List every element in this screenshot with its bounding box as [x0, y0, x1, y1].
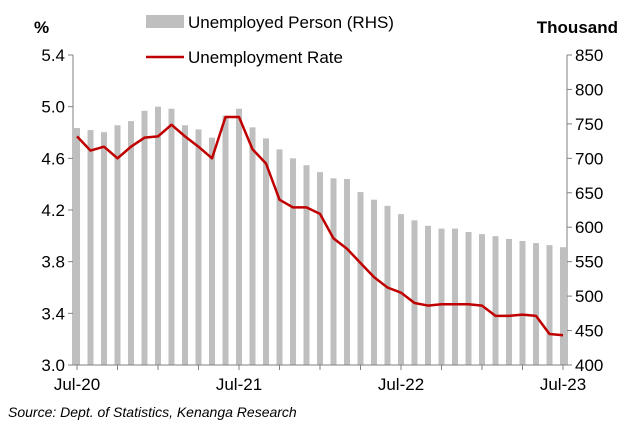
bar: [560, 247, 566, 365]
right-axis-unit: Thousand: [537, 18, 618, 37]
bar: [317, 172, 323, 365]
right-tick-label: 550: [575, 253, 603, 272]
axes: [68, 54, 572, 370]
bar: [222, 115, 229, 366]
bar: [182, 125, 188, 366]
right-tick-label: 700: [575, 149, 603, 168]
x-tick-label: Jul-22: [378, 375, 424, 394]
bar: [425, 225, 431, 365]
bar: [533, 243, 539, 365]
left-tick-label: 4.6: [41, 149, 65, 168]
bar: [128, 121, 134, 365]
bar: [479, 234, 485, 365]
bar: [519, 241, 526, 365]
right-tick-label: 600: [575, 218, 603, 237]
bar: [303, 165, 310, 365]
bar: [168, 108, 175, 365]
bar: [195, 129, 202, 365]
line-series: [76, 115, 564, 337]
bar: [438, 228, 445, 365]
legend: Unemployed Person (RHS) Unemployment Rate: [146, 13, 394, 67]
bar: [492, 236, 499, 365]
left-axis-unit: %: [34, 18, 49, 37]
bar: [290, 158, 296, 365]
bar: [371, 199, 377, 365]
bar: [141, 110, 148, 365]
right-tick-label: 750: [575, 115, 603, 134]
bar: [452, 228, 458, 365]
bar: [114, 125, 121, 366]
tick-labels: 3.0 3.4 3.8 4.2 4.6 5.0 5.4 400 450 500 550 600 650 7…: [41, 46, 603, 394]
bar-series: [74, 106, 566, 366]
x-tick-label: Jul-21: [216, 375, 262, 394]
right-tick-label: 500: [575, 287, 603, 306]
right-tick-label: 800: [575, 80, 603, 99]
bar: [411, 220, 418, 365]
legend-label-line: Unemployment Rate: [188, 48, 343, 67]
left-tick-label: 4.2: [41, 201, 65, 220]
bar: [546, 245, 553, 365]
bar: [330, 178, 337, 365]
right-tick-label: 400: [575, 356, 603, 375]
bar: [357, 192, 364, 365]
bar: [276, 149, 283, 365]
bar: [465, 232, 472, 365]
bar: [384, 205, 391, 365]
bar: [263, 138, 269, 365]
right-tick-label: 650: [575, 184, 603, 203]
x-tick-label: Jul-23: [540, 375, 586, 394]
bar: [101, 132, 107, 365]
bar: [155, 106, 161, 366]
bar: [344, 179, 350, 365]
right-tick-label: 850: [575, 46, 603, 65]
right-tick-label: 450: [575, 322, 603, 341]
bar: [74, 128, 80, 365]
left-tick-label: 5.4: [41, 46, 65, 65]
bar: [398, 214, 404, 365]
legend-swatch-bar: [146, 15, 184, 28]
legend-label-bar: Unemployed Person (RHS): [188, 13, 394, 32]
bar: [209, 137, 215, 365]
bar: [249, 127, 256, 365]
left-tick-label: 5.0: [41, 98, 65, 117]
bar: [87, 130, 94, 365]
bar: [236, 108, 242, 365]
bar: [506, 238, 512, 365]
left-tick-label: 3.8: [41, 253, 65, 272]
unemployment-rate-line: [76, 115, 564, 337]
source-note: Source: Dept. of Statistics, Kenanga Res…: [8, 404, 297, 420]
left-tick-label: 3.0: [41, 356, 65, 375]
left-tick-label: 3.4: [41, 304, 65, 323]
x-tick-label: Jul-20: [54, 375, 100, 394]
